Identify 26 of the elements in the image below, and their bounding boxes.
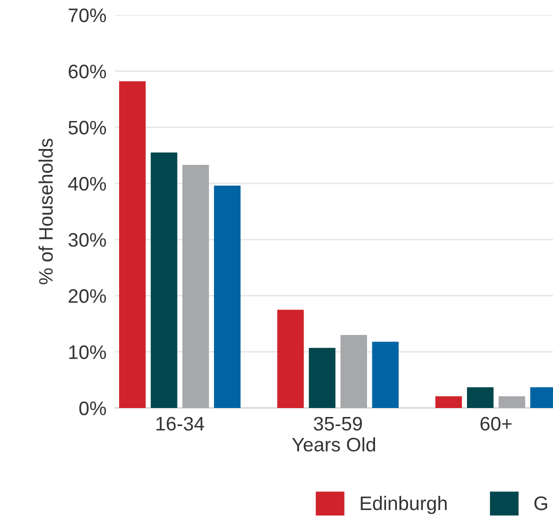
- bar: [150, 152, 178, 408]
- y-tick-label: 0%: [79, 401, 106, 416]
- y-tick-label: 10%: [69, 345, 106, 360]
- legend-label: Edinburgh: [360, 496, 447, 514]
- bar: [340, 335, 368, 408]
- y-tick-label: 30%: [68, 233, 106, 247]
- bar: [214, 186, 241, 408]
- x-tick-label: 35-59: [314, 416, 362, 431]
- y-tick-label: 70%: [68, 8, 106, 22]
- bar: [435, 396, 462, 408]
- bar: [182, 164, 209, 408]
- bar: [119, 81, 146, 408]
- bar: [277, 310, 304, 408]
- x-tick-label: 60+: [480, 416, 512, 431]
- bar: [466, 387, 494, 408]
- y-axis-title: % of Households: [38, 138, 53, 284]
- y-tick-label: 20%: [68, 289, 106, 303]
- bar: [498, 396, 526, 408]
- y-tick-label: 60%: [68, 64, 106, 78]
- bar: [372, 342, 399, 408]
- y-tick-label: 40%: [68, 176, 106, 191]
- bar: [308, 348, 336, 408]
- legend-label: G: [534, 496, 548, 510]
- x-tick-label: 16-34: [156, 416, 204, 431]
- x-axis-title: Years Old: [292, 437, 376, 452]
- y-tick-label: 50%: [68, 120, 106, 135]
